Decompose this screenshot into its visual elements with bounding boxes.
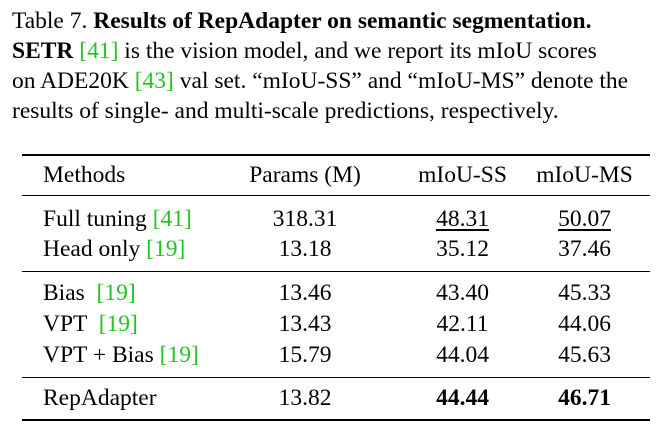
- table-row: RepAdapter 13.82 44.44 46.71: [0, 381, 671, 415]
- miou-ms-cell: 44.06: [558, 311, 611, 337]
- table-group-rule: [22, 271, 650, 272]
- caption-line-3: on ADE20K [43] val set. “mIoU-SS” and “m…: [12, 66, 662, 96]
- table-header-rule: [22, 195, 650, 196]
- caption-text: is the vision model, and we report its m…: [118, 38, 597, 64]
- caption-label: Table 7.: [12, 8, 88, 34]
- citation-link[interactable]: [19]: [159, 342, 199, 368]
- citation-link[interactable]: [19]: [96, 280, 136, 306]
- method-name: VPT + Bias: [43, 342, 160, 368]
- caption-line-4: results of single- and multi-scale predi…: [12, 98, 559, 124]
- header-miou-ss: mIoU-SS: [418, 162, 507, 188]
- method-name: Head only: [43, 236, 147, 262]
- miou-ms-cell: 46.71: [558, 385, 611, 411]
- params-cell: 13.46: [278, 280, 332, 306]
- caption-line-1: Table 7. Results of RepAdapter on semant…: [12, 6, 662, 36]
- table-group-rule: [22, 377, 650, 378]
- caption-line-2: SETR [41] is the vision model, and we re…: [12, 36, 662, 66]
- miou-ss-cell: 35.12: [436, 236, 489, 262]
- method-cell: Head only [19]: [43, 232, 185, 266]
- caption-model-name: SETR: [12, 38, 74, 64]
- header-methods: Methods: [43, 162, 126, 188]
- method-cell: Full tuning [41]: [43, 202, 192, 236]
- miou-ss-cell: 44.44: [436, 385, 489, 411]
- table-row: Bias [19] 13.46 43.40 45.33: [0, 276, 671, 310]
- table-bottom-rule: [22, 419, 650, 421]
- params-cell: 13.82: [278, 385, 332, 411]
- header-params: Params (M): [249, 162, 361, 188]
- miou-ms-cell: 50.07: [558, 206, 611, 232]
- miou-ms-cell: 37.46: [558, 236, 611, 262]
- method-cell: RepAdapter: [43, 385, 157, 411]
- table-row: VPT + Bias [19] 15.79 44.04 45.63: [0, 338, 671, 372]
- caption-text: on ADE20K: [12, 68, 135, 94]
- method-cell: Bias [19]: [43, 276, 136, 310]
- caption-citation-link[interactable]: [41]: [79, 38, 119, 64]
- caption-citation-link[interactable]: [43]: [134, 68, 174, 94]
- miou-ms-cell: 45.63: [558, 342, 611, 368]
- table-top-rule: [22, 154, 650, 156]
- table-header-row: Methods Params (M) mIoU-SS mIoU-MS: [0, 158, 671, 192]
- miou-ss-cell: 44.04: [436, 342, 489, 368]
- method-cell: VPT + Bias [19]: [43, 338, 199, 372]
- caption-text: val set. “mIoU-SS” and “mIoU-MS” denote …: [173, 68, 629, 94]
- header-miou-ms: mIoU-MS: [536, 162, 633, 188]
- citation-link[interactable]: [19]: [98, 311, 138, 337]
- table-row: Head only [19] 13.18 35.12 37.46: [0, 232, 671, 266]
- params-cell: 13.43: [278, 311, 332, 337]
- method-name: VPT: [43, 311, 99, 337]
- miou-ss-cell: 43.40: [436, 280, 489, 306]
- method-cell: VPT [19]: [43, 307, 138, 341]
- table-row: Full tuning [41] 318.31 48.31 50.07: [0, 202, 671, 236]
- method-name: Full tuning: [43, 206, 153, 232]
- params-cell: 318.31: [272, 206, 338, 232]
- table-caption: Table 7. Results of RepAdapter on semant…: [12, 6, 662, 126]
- params-cell: 13.18: [278, 236, 332, 262]
- method-name: Bias: [43, 280, 97, 306]
- caption-title: Results of RepAdapter on semantic segmen…: [93, 8, 592, 34]
- miou-ss-cell: 48.31: [436, 206, 489, 232]
- table-row: VPT [19] 13.43 42.11 44.06: [0, 307, 671, 341]
- miou-ms-cell: 45.33: [558, 280, 611, 306]
- citation-link[interactable]: [41]: [152, 206, 192, 232]
- miou-ss-cell: 42.11: [436, 311, 489, 337]
- params-cell: 15.79: [278, 342, 332, 368]
- citation-link[interactable]: [19]: [146, 236, 186, 262]
